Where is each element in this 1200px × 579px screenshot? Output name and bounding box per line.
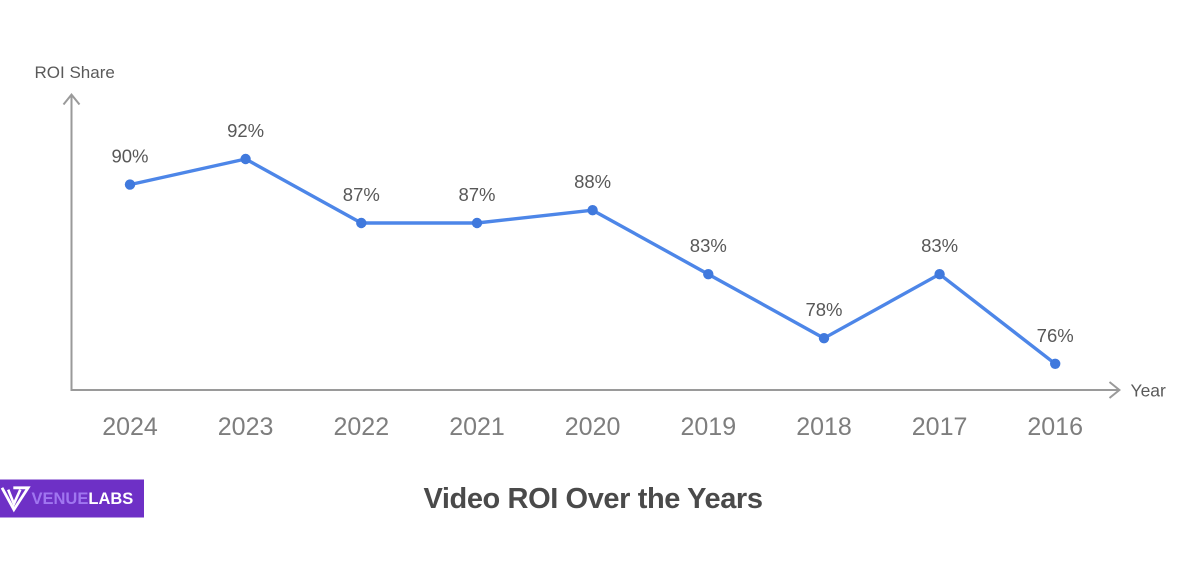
svg-text:2024: 2024: [102, 413, 158, 441]
svg-text:2020: 2020: [565, 413, 621, 441]
svg-text:2017: 2017: [912, 413, 968, 441]
svg-text:2022: 2022: [333, 413, 389, 441]
svg-text:76%: 76%: [1037, 325, 1074, 346]
svg-text:2018: 2018: [796, 413, 852, 441]
svg-text:Year: Year: [1131, 381, 1167, 401]
svg-text:2021: 2021: [449, 413, 505, 441]
svg-text:ROI Share: ROI Share: [35, 63, 115, 82]
svg-text:2016: 2016: [1027, 413, 1083, 441]
svg-text:2023: 2023: [218, 413, 274, 441]
svg-text:83%: 83%: [921, 235, 958, 256]
svg-text:90%: 90%: [111, 146, 148, 167]
svg-text:2019: 2019: [680, 413, 736, 441]
svg-text:92%: 92%: [227, 120, 264, 141]
svg-text:Video ROI Over the Years: Video ROI Over the Years: [423, 483, 762, 515]
svg-text:88%: 88%: [574, 171, 611, 192]
svg-text:78%: 78%: [805, 299, 842, 320]
svg-text:83%: 83%: [690, 235, 727, 256]
svg-text:87%: 87%: [343, 184, 380, 205]
svg-text:87%: 87%: [458, 184, 495, 205]
svg-text:VENUELABS: VENUELABS: [32, 490, 134, 508]
